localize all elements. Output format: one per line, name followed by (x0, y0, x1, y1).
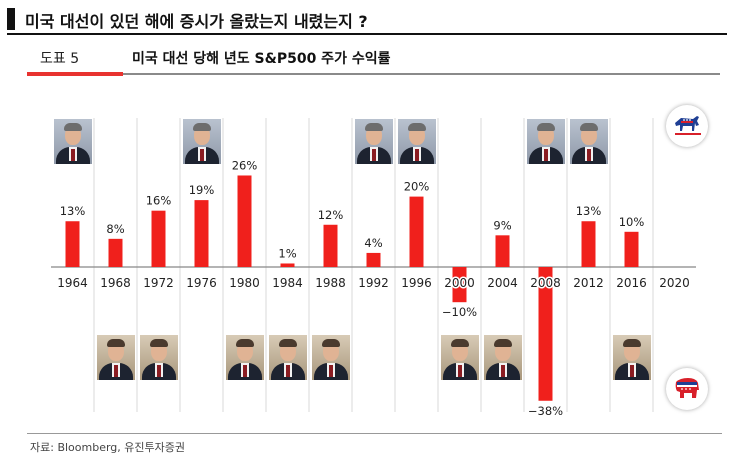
bar-1976 (194, 200, 209, 267)
tick-label-2004: 2004 (487, 276, 518, 290)
data-label-1980: 26% (232, 158, 258, 172)
president-portrait-2000 (440, 335, 479, 380)
bar-2008 (538, 267, 553, 401)
tick-label-2016: 2016 (616, 276, 647, 290)
bar-1980 (237, 175, 252, 267)
president-portrait-1996 (397, 119, 436, 164)
bar-1964 (65, 221, 80, 267)
headline-marker (7, 8, 15, 30)
president-portrait-2004 (483, 335, 522, 380)
data-label-1976: 19% (189, 183, 215, 197)
headline-text: 미국 대선이 있던 해에 증시가 올랐는지 내렸는지 ? (25, 12, 368, 31)
data-label-2012: 13% (576, 204, 602, 218)
president-portrait-1988 (311, 335, 350, 380)
data-label-1972: 16% (146, 194, 172, 208)
data-label-1984: 1% (278, 246, 296, 260)
bar-1992 (366, 252, 381, 267)
data-label-1996: 20% (404, 180, 430, 194)
data-label-1992: 4% (364, 236, 382, 250)
president-portrait-1980 (225, 335, 264, 380)
president-portrait-2016 (612, 335, 651, 380)
tick-label-1972: 1972 (143, 276, 174, 290)
tick-label-1984: 1984 (272, 276, 303, 290)
donkey-icon (666, 105, 708, 147)
tick-label-1968: 1968 (100, 276, 131, 290)
data-label-2016: 10% (619, 215, 645, 229)
president-portrait-1984 (268, 335, 307, 380)
bar-1972 (151, 210, 166, 267)
tick-label-1988: 1988 (315, 276, 346, 290)
data-label-2004: 9% (493, 218, 511, 232)
title-rule-accent (27, 72, 123, 76)
tick-label-1964: 1964 (57, 276, 88, 290)
data-label-1968: 8% (106, 222, 124, 236)
president-portrait-1972 (139, 335, 178, 380)
tick-label-2000: 2000 (444, 276, 475, 290)
tick-label-2012: 2012 (573, 276, 604, 290)
tick-label-1980: 1980 (229, 276, 260, 290)
data-label-1964: 13% (60, 204, 86, 218)
bar-1988 (323, 224, 338, 267)
tick-label-2020: 2020 (659, 276, 690, 290)
president-portrait-1964 (53, 119, 92, 164)
source-rule (27, 433, 722, 434)
tick-label-1996: 1996 (401, 276, 432, 290)
tick-label-1976: 1976 (186, 276, 217, 290)
president-portrait-2012 (569, 119, 608, 164)
president-portrait-2008 (526, 119, 565, 164)
bar-1968 (108, 238, 123, 267)
data-label-1988: 12% (318, 208, 344, 222)
bar-1984 (280, 263, 295, 267)
data-label-2000: −10% (442, 305, 477, 319)
tick-label-2008: 2008 (530, 276, 561, 290)
elephant-icon (666, 368, 708, 410)
headline-banner: 미국 대선이 있던 해에 증시가 올랐는지 내렸는지 ? (7, 5, 727, 35)
data-label-2008: −38% (528, 404, 563, 418)
bar-2016 (624, 231, 639, 267)
figure-label: 도표 5 (40, 51, 80, 67)
president-portrait-1968 (96, 335, 135, 380)
source-note: 자료: Bloomberg, 유진투자증권 (30, 441, 185, 454)
figure-title: 미국 대선 당해 년도 S&P500 주가 수익률 (132, 51, 391, 67)
bar-2004 (495, 235, 510, 267)
president-portrait-1976 (182, 119, 221, 164)
bar-2012 (581, 221, 596, 267)
bar-1996 (409, 196, 424, 267)
tick-label-1992: 1992 (358, 276, 389, 290)
president-portrait-1992 (354, 119, 393, 164)
title-rule (123, 73, 720, 75)
bar-2000 (452, 267, 467, 303)
